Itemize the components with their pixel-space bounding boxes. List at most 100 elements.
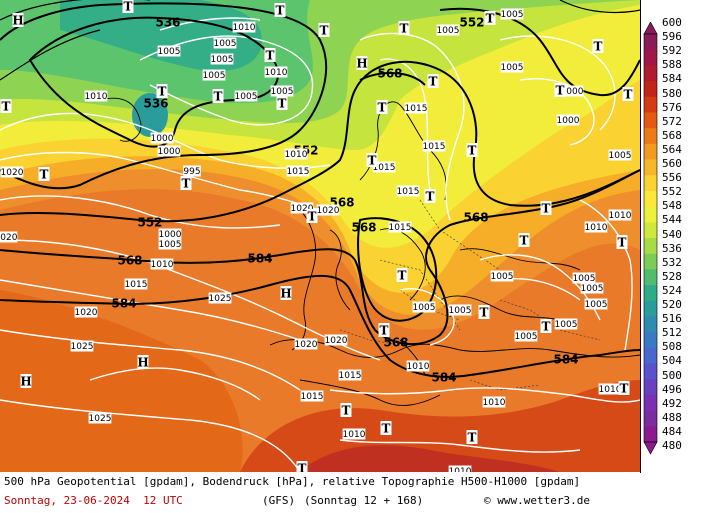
isobar-label: 1005 xyxy=(555,320,578,330)
isobar-label: 1010 xyxy=(85,92,108,102)
legend-tick-label: 552 xyxy=(662,185,682,199)
field-band-orange-sw xyxy=(0,290,243,472)
isobar-label-bg xyxy=(150,258,174,270)
low-marker-bg xyxy=(484,11,496,25)
high-marker-bg xyxy=(356,56,368,70)
isobar-label-bg xyxy=(436,24,460,36)
legend-tick-label: 560 xyxy=(662,157,682,170)
isobar-label: 1015 xyxy=(397,187,420,197)
map-title: 500 hPa Geopotential [gpdam], Bodendruck… xyxy=(4,475,581,488)
isobar-label: 1005 xyxy=(214,39,237,49)
low-marker-bg xyxy=(424,189,436,203)
isobar-label: 1010 xyxy=(407,362,430,372)
isobar-label-bg xyxy=(580,282,604,294)
legend-tick-label: 520 xyxy=(662,298,682,311)
legend-swatch xyxy=(644,363,657,380)
isobar-label: 1005 xyxy=(449,306,472,316)
legend-tick-label: 584 xyxy=(662,72,682,86)
isobar-label: 1015 xyxy=(373,163,396,173)
geopotential-label: 536 xyxy=(155,15,180,29)
legend-tick-label: 508 xyxy=(662,340,682,354)
field-band-cyan xyxy=(60,0,262,72)
low-marker: T xyxy=(382,421,391,435)
legend-swatch xyxy=(644,81,657,98)
isobar-label-bg xyxy=(448,304,472,316)
isobar-label-bg xyxy=(150,132,174,144)
low-marker-bg xyxy=(376,100,388,114)
legend-swatch xyxy=(644,253,657,270)
low-marker-bg xyxy=(38,167,50,181)
low-marker: T xyxy=(2,99,11,113)
legend-tick-label: 548 xyxy=(662,199,682,213)
low-marker: T xyxy=(618,235,627,249)
low-marker: T xyxy=(542,201,551,215)
low-marker-bg xyxy=(122,0,134,13)
geopotential-label: 568 xyxy=(377,66,402,80)
low-marker-bg xyxy=(466,430,478,444)
legend-swatch xyxy=(644,65,657,82)
legend-tick-label: 488 xyxy=(662,410,682,424)
weather-map: 5365365525525525685685685685685685845845… xyxy=(0,0,641,473)
low-marker-bg xyxy=(478,305,490,319)
high-pressure-markers: H H H H H xyxy=(12,13,368,388)
low-marker-bg xyxy=(0,99,12,113)
low-marker-bg xyxy=(212,89,224,103)
low-marker: T xyxy=(624,87,633,101)
geopotential-label: 552 xyxy=(137,215,162,229)
low-marker: T xyxy=(400,21,409,35)
isobar-label-bg xyxy=(157,145,181,157)
isobar-label-bg xyxy=(183,165,201,177)
isobar-label-bg xyxy=(316,204,340,216)
legend-swatch xyxy=(644,128,657,145)
legend-tick-label: 544 xyxy=(662,213,682,227)
isobar-label-bg xyxy=(500,8,524,20)
low-marker-bg xyxy=(540,319,552,333)
legend-tick-label: 500 xyxy=(662,368,682,382)
isobar-label: 1015 xyxy=(389,223,412,233)
map-canvas: 5365365525525525685685685685685685845845… xyxy=(0,0,640,472)
isobar-label: 1000 xyxy=(159,230,182,240)
low-marker: T xyxy=(368,153,377,167)
isobar-label-bg xyxy=(422,140,446,152)
legend-swatch xyxy=(644,34,657,51)
isobar-label: 1015 xyxy=(423,142,446,152)
isobar-label: 1010 xyxy=(285,150,308,160)
isobar-label: 1005 xyxy=(501,63,524,73)
isobar-label: 1005 xyxy=(437,26,460,36)
legend-tick-label: 532 xyxy=(662,255,682,269)
isobar-label-bg xyxy=(572,272,596,284)
isobar-label-bg xyxy=(208,292,232,304)
isobar-label: 1020 xyxy=(291,204,314,214)
copyright-link[interactable]: © www.wetter3.de xyxy=(484,494,590,507)
low-marker-bg xyxy=(396,268,408,282)
isobar-label: 1005 xyxy=(581,284,604,294)
isobar-label-bg xyxy=(404,102,428,114)
low-marker: T xyxy=(298,461,307,472)
low-marker: T xyxy=(468,430,477,444)
low-marker: T xyxy=(308,209,317,223)
low-marker-bg xyxy=(427,74,439,88)
low-marker-bg xyxy=(592,39,604,53)
legend-swatch xyxy=(644,49,657,66)
isobar-label-bg xyxy=(286,165,310,177)
isobar-label-bg xyxy=(232,21,256,33)
isobar-label: 1020 xyxy=(1,168,24,178)
model-name: (GFS) xyxy=(262,494,296,507)
legend-swatch xyxy=(644,190,657,208)
isobar-label-bg xyxy=(88,412,112,424)
low-marker-bg xyxy=(380,421,392,435)
isobar-label: 1005 xyxy=(159,240,182,250)
legend-tick-label: 512 xyxy=(662,326,682,340)
isobar-label-bg xyxy=(372,161,396,173)
low-marker: T xyxy=(266,48,275,62)
pressure-labels: 1010 1005 1005 1005 1005 1010 1005 1005 1010 1000… xyxy=(0,8,632,472)
legend-tick-label: 484 xyxy=(662,424,682,438)
color-legend: 600 596 592 588 584 580 576 572 568 564 560 556 552 5… xyxy=(640,17,704,458)
legend-tick-label: 492 xyxy=(662,396,682,410)
low-marker: T xyxy=(378,100,387,114)
high-marker: H xyxy=(137,355,148,369)
isobar-label: 1005 xyxy=(501,10,524,20)
low-marker-bg xyxy=(554,83,566,97)
low-marker: T xyxy=(542,319,551,333)
geopotential-label: 584 xyxy=(111,296,136,310)
